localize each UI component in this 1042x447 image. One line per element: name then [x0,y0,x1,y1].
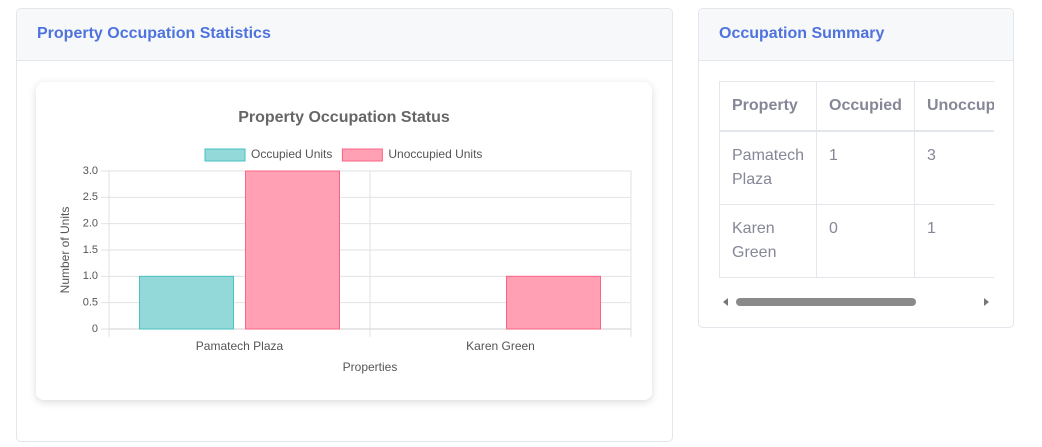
y-tick-label: 0.5 [83,297,98,309]
scroll-right[interactable] [984,298,989,306]
scrollbar[interactable] [719,295,994,309]
bar [245,170,340,330]
legend-label: Occupied Units [251,147,332,161]
y-tick-label: 0 [92,323,98,335]
bar [506,275,601,330]
cell: 0 [816,204,915,278]
x-tick-label: Karen Green [466,339,535,353]
x-tick-label: Pamatech Plaza [196,339,284,353]
legend-label: Unoccupied Units [388,147,482,161]
card-title: Occupation Summary [699,9,1013,61]
x-axis-label: Properties [343,360,398,374]
chart-container: Property Occupation Status Properties Nu… [36,82,652,400]
y-tick-label: 1.0 [83,270,98,282]
chart-title: Property Occupation Status [238,109,450,126]
summary-table: Property Occupied Unoccupied Pamatech Pl… [719,81,994,278]
y-axis-label: Number of Units [58,207,72,294]
header-row: Property Occupied Unoccupied [719,81,994,132]
table-scroll: Property Occupied Unoccupied Pamatech Pl… [719,81,994,286]
header-cell: Occupied [816,81,915,132]
cell: 1 [816,130,915,205]
row: Pamatech Plaza 1 3 [719,130,994,205]
header-cell: Unoccupied [913,81,994,132]
cell: 3 [913,130,994,205]
y-tick-label: 2.5 [83,191,98,203]
cell: Karen Green [719,204,818,278]
legend-swatch [341,148,383,162]
row: Karen Green 0 1 [719,204,994,278]
y-tick-label: 1.5 [83,244,98,256]
y-tick-label: 2.0 [83,218,98,230]
card-title: Property Occupation Statistics [17,9,672,61]
legend-swatch [204,148,246,162]
bar [139,275,234,330]
cell: Pamatech Plaza [719,130,818,205]
scroll-left[interactable] [723,298,728,306]
summary-card: Occupation Summary Property Occupied Uno… [698,8,1014,328]
scroll-thumb[interactable] [736,298,916,306]
cell: 1 [913,204,994,278]
chart: Property Occupation Status Properties Nu… [58,109,632,374]
header-cell: Property [719,81,818,132]
y-tick-label: 3.0 [83,165,98,177]
